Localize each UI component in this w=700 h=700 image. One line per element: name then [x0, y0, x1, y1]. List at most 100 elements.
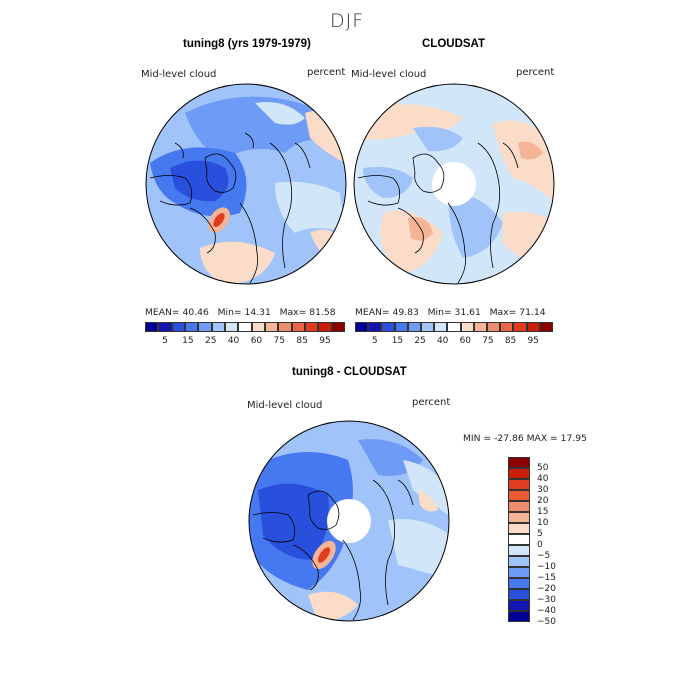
colorbar-swatch — [238, 322, 252, 332]
colorbar-tick-label: 40 — [436, 336, 449, 346]
right-colorbar-ticks: 5 15 25 40 60 75 85 95 — [355, 336, 553, 348]
colorbar-swatch — [460, 322, 474, 332]
right-map-field — [363, 166, 413, 198]
colorbar-swatch — [434, 322, 448, 332]
right-map-field — [493, 120, 554, 203]
diff-map-field — [317, 547, 331, 563]
colorbar-tick-label: 85 — [296, 336, 308, 346]
colorbar-swatch — [305, 322, 319, 332]
left-mean-value: 40.46 — [182, 307, 209, 318]
colorbar-tick-label: 25 — [414, 336, 426, 346]
right-max-value: 71.14 — [519, 307, 546, 318]
left-min-label: Min= — [217, 307, 242, 318]
colorbar-swatch — [278, 322, 292, 332]
colorbar-tick-label: 40 — [227, 336, 240, 346]
left-min-value: 14.31 — [244, 307, 271, 318]
left-map-field — [255, 102, 305, 125]
colorbar-swatch — [198, 322, 212, 332]
colorbar-swatch — [265, 322, 279, 332]
diff-map-field — [258, 483, 329, 560]
colorbar-tick-label: 75 — [273, 336, 286, 346]
colorbar-tick-label: −20 — [537, 584, 556, 594]
diff-colorbar-ticks: 50 40 30 20 15 10 5 0 −5 −10 −15 −20 −30 −40 −50 — [535, 457, 575, 627]
diff-map-field — [388, 519, 449, 580]
colorbar-swatch — [508, 611, 530, 622]
colorbar-swatch — [508, 501, 530, 512]
colorbar-swatch — [508, 457, 530, 468]
colorbar-swatch — [381, 322, 395, 332]
colorbar-swatch — [508, 589, 530, 600]
colorbar-swatch — [526, 322, 540, 332]
diff-minmax: MIN = -27.86 MAX = 17.95 — [463, 433, 587, 444]
diff-map-field — [403, 460, 449, 515]
left-max-value: 81.58 — [309, 307, 336, 318]
left-map-field — [200, 241, 275, 284]
colorbar-tick-label: −50 — [537, 617, 556, 627]
right-polar-map — [353, 83, 555, 285]
left-colorbar-ticks: 5 15 25 40 60 75 85 95 — [145, 336, 345, 348]
colorbar-swatch — [158, 322, 172, 332]
colorbar-swatch — [508, 468, 530, 479]
colorbar-tick-label: 10 — [537, 518, 549, 528]
colorbar-tick-label: 15 — [537, 507, 549, 517]
colorbar-tick-label: −10 — [537, 562, 556, 572]
left-units-label: percent — [307, 67, 346, 78]
right-variable-label: Mid-level cloud — [351, 69, 427, 80]
right-map-missing-pole — [432, 162, 476, 206]
diff-map-border — [248, 420, 450, 622]
colorbar-swatch — [251, 322, 265, 332]
left-map-border — [145, 83, 347, 285]
right-max-label: Max= — [489, 307, 517, 318]
colorbar-tick-label: 15 — [391, 336, 404, 346]
colorbar-swatch — [508, 534, 530, 545]
diff-max-label: MAX = — [526, 433, 558, 444]
colorbar-tick-label: 75 — [482, 336, 494, 346]
diff-coastlines — [252, 479, 414, 621]
left-max-label: Max= — [279, 307, 307, 318]
colorbar-swatch — [185, 322, 199, 332]
colorbar-swatch — [500, 322, 514, 332]
right-min-value: 31.61 — [454, 307, 481, 318]
right-map-field — [518, 141, 543, 160]
colorbar-tick-label: 60 — [459, 336, 472, 346]
colorbar-swatch — [331, 322, 345, 332]
left-map-field — [213, 213, 225, 227]
colorbar-swatch — [508, 567, 530, 578]
colorbar-tick-label: 95 — [527, 336, 539, 346]
right-panel-title: CLOUDSAT — [422, 38, 486, 50]
colorbar-swatch — [447, 322, 461, 332]
left-coastlines — [149, 132, 311, 284]
colorbar-tick-label: 5 — [162, 336, 168, 346]
left-mean-label: MEAN= — [145, 307, 180, 318]
colorbar-swatch — [421, 322, 435, 332]
colorbar-swatch — [487, 322, 501, 332]
colorbar-swatch — [508, 545, 530, 556]
colorbar-tick-label: 50 — [537, 463, 549, 473]
colorbar-tick-label: 25 — [204, 336, 217, 346]
colorbar-swatch — [508, 578, 530, 589]
right-stats: MEAN= 49.83 Min= 31.61 Max= 71.14 — [355, 307, 546, 318]
diff-variable-label: Mid-level cloud — [247, 400, 323, 411]
right-units-label: percent — [516, 67, 555, 78]
colorbar-swatch — [394, 322, 408, 332]
colorbar-swatch — [211, 322, 225, 332]
diff-map-field — [418, 490, 438, 512]
colorbar-swatch — [513, 322, 527, 332]
diff-min-value: -27.86 — [494, 433, 524, 444]
colorbar-tick-label: −30 — [537, 595, 556, 605]
colorbar-swatch — [508, 490, 530, 501]
left-variable-label: Mid-level cloud — [141, 69, 217, 80]
colorbar-swatch — [473, 322, 487, 332]
colorbar-tick-label: −15 — [537, 573, 556, 583]
left-polar-map — [145, 83, 347, 285]
colorbar-tick-label: 20 — [537, 496, 549, 506]
colorbar-swatch — [171, 322, 185, 332]
colorbar-tick-label: 60 — [250, 336, 263, 346]
left-map-field — [170, 160, 229, 202]
diff-map-missing-pole — [327, 499, 371, 543]
colorbar-swatch — [145, 322, 159, 332]
colorbar-swatch — [508, 479, 530, 490]
right-mean-label: MEAN= — [355, 307, 390, 318]
colorbar-tick-label: 95 — [319, 336, 331, 346]
